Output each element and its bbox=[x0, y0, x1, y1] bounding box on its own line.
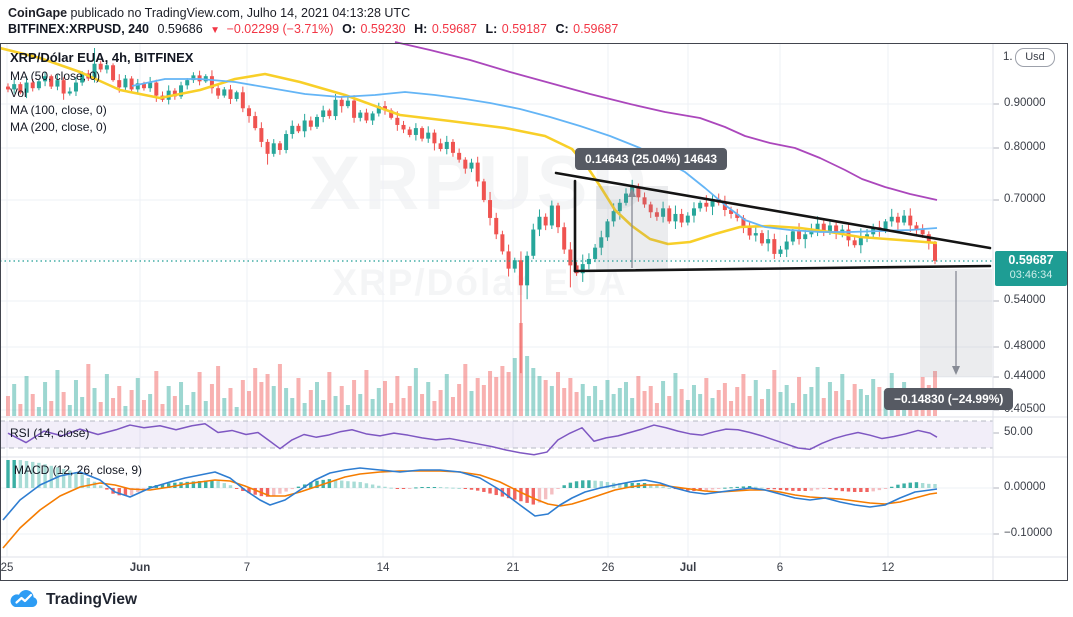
legend-ma200[interactable]: MA (200, close, 0) bbox=[10, 120, 107, 134]
open-label: O: bbox=[342, 22, 356, 36]
current-price-value: 0.59687 bbox=[1008, 253, 1054, 267]
price-change: −0.02299 (−3.71%) bbox=[226, 22, 334, 36]
low-value: 0.59187 bbox=[501, 22, 547, 36]
symbol-info-bar: BITFINEX:XRPUSD, 240 0.59686 ▼ −0.02299 … bbox=[8, 22, 623, 36]
time-tick-label: Jul bbox=[679, 562, 697, 574]
legend-symbol[interactable]: XRP/Dólar EUA, 4h, BITFINEX bbox=[10, 50, 194, 65]
time-tick-label: 14 bbox=[376, 562, 390, 574]
tradingview-logo[interactable]: TradingView bbox=[8, 588, 137, 612]
legend-volume[interactable]: Vol bbox=[10, 86, 27, 100]
time-tick-label: Jun bbox=[129, 562, 151, 574]
time-tick-label: 21 bbox=[506, 562, 520, 574]
attribution-text: publicado no TradingView.com, Julho 14, … bbox=[67, 6, 411, 20]
close-value: 0.59687 bbox=[573, 22, 619, 36]
logo-text: TradingView bbox=[46, 591, 138, 608]
time-tick-label: 25 bbox=[0, 562, 14, 574]
current-price-label: 0.59687 03:46:34 bbox=[995, 251, 1067, 286]
legend-rsi[interactable]: RSI (14, close) bbox=[10, 426, 90, 440]
time-tick-label: 6 bbox=[776, 562, 784, 574]
open-value: 0.59230 bbox=[360, 22, 406, 36]
cloud-logo-icon bbox=[10, 590, 38, 608]
currency-toggle-button[interactable]: Usd bbox=[1015, 48, 1055, 67]
price-tick-top: 1. bbox=[1003, 51, 1013, 63]
measure-up-label: 0.14643 (25.04%) 14643 bbox=[575, 148, 728, 170]
price-tick-label: 0.70000 bbox=[1004, 193, 1046, 205]
price-tick-label: 0.80000 bbox=[1004, 141, 1046, 153]
price-tick-label: 50.00 bbox=[1004, 426, 1033, 438]
close-label: C: bbox=[555, 22, 569, 36]
price-tick-label: 0.40500 bbox=[1004, 403, 1046, 415]
legend-ma100[interactable]: MA (100, close, 0) bbox=[10, 103, 107, 117]
legend-macd[interactable]: MACD (12, 26, close, 9) bbox=[14, 463, 143, 477]
attribution-line: CoinGape publicado no TradingView.com, J… bbox=[8, 6, 410, 20]
price-tick-label: 0.54000 bbox=[1004, 294, 1046, 306]
time-tick-label: 12 bbox=[881, 562, 895, 574]
high-value: 0.59687 bbox=[431, 22, 477, 36]
price-tick-label: −0.10000 bbox=[1004, 527, 1053, 539]
time-tick-label: 26 bbox=[601, 562, 615, 574]
time-tick-label: 7 bbox=[243, 562, 251, 574]
price-tick-label: 0.90000 bbox=[1004, 97, 1046, 109]
symbol-label: BITFINEX:XRPUSD, 240 bbox=[8, 22, 150, 36]
low-label: L: bbox=[485, 22, 498, 36]
down-arrow-icon: ▼ bbox=[210, 25, 221, 36]
last-price: 0.59686 bbox=[157, 22, 203, 36]
price-tick-label: 0.48000 bbox=[1004, 340, 1046, 352]
legend-ma50[interactable]: MA (50, close, 0) bbox=[10, 69, 101, 83]
price-tick-label: 0.44000 bbox=[1004, 370, 1046, 382]
high-label: H: bbox=[414, 22, 428, 36]
bar-countdown: 03:46:34 bbox=[1009, 268, 1053, 281]
price-tick-label: 0.00000 bbox=[1004, 481, 1046, 493]
measure-down-label: −0.14830 (−24.99%) bbox=[884, 388, 1014, 410]
brand-name: CoinGape bbox=[8, 6, 68, 20]
